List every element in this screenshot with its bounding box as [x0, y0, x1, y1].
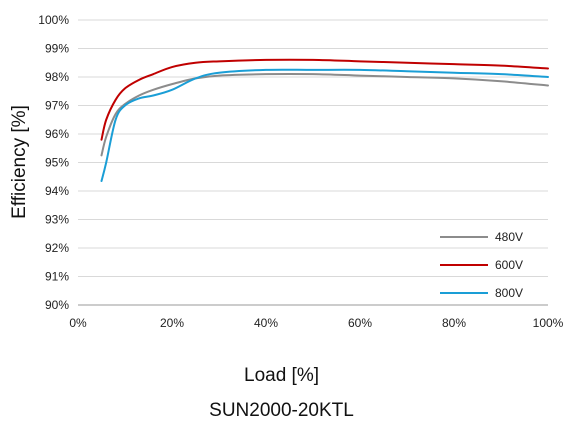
y-axis-title: Efficiency [%]: [9, 105, 30, 219]
x-tick-label: 80%: [442, 316, 466, 330]
chart-title: SUN2000-20KTL: [209, 400, 354, 421]
legend-label: 800V: [495, 286, 523, 300]
efficiency-chart: 90% 91% 92% 93% 94% 95% 96% 97% 98% 99% 100% 0% 20%…: [9, 13, 563, 330]
y-tick-label: 91%: [45, 270, 69, 284]
x-axis-title: Load [%]: [244, 365, 319, 386]
x-tick-label: 100%: [533, 316, 563, 330]
y-tick-label: 96%: [45, 127, 69, 141]
series-line-480v: [100, 72, 549, 157]
y-tick-label: 90%: [45, 298, 69, 312]
x-tick-label: 60%: [348, 316, 372, 330]
y-tick-label: 97%: [45, 99, 69, 113]
y-tick-label: 99%: [45, 42, 69, 56]
x-tick-label: 20%: [160, 316, 184, 330]
legend: 480V 600V 800V: [440, 230, 523, 300]
x-tick-label: 0%: [69, 316, 87, 330]
y-tick-label: 95%: [45, 156, 69, 170]
y-tick-label: 98%: [45, 70, 69, 84]
gridlines: [78, 19, 548, 306]
y-tick-label: 94%: [45, 184, 69, 198]
series-line-800v: [100, 68, 549, 183]
x-tick-labels: 0% 20% 40% 60% 80% 100%: [69, 316, 563, 330]
y-tick-label: 100%: [38, 13, 69, 27]
x-tick-label: 40%: [254, 316, 278, 330]
legend-label: 480V: [495, 230, 523, 244]
series-lines: [100, 58, 549, 183]
y-tick-label: 93%: [45, 213, 69, 227]
y-tick-labels: 90% 91% 92% 93% 94% 95% 96% 97% 98% 99% 100%: [38, 13, 69, 312]
y-tick-label: 92%: [45, 241, 69, 255]
legend-label: 600V: [495, 258, 523, 272]
series-line-600v: [100, 58, 549, 141]
